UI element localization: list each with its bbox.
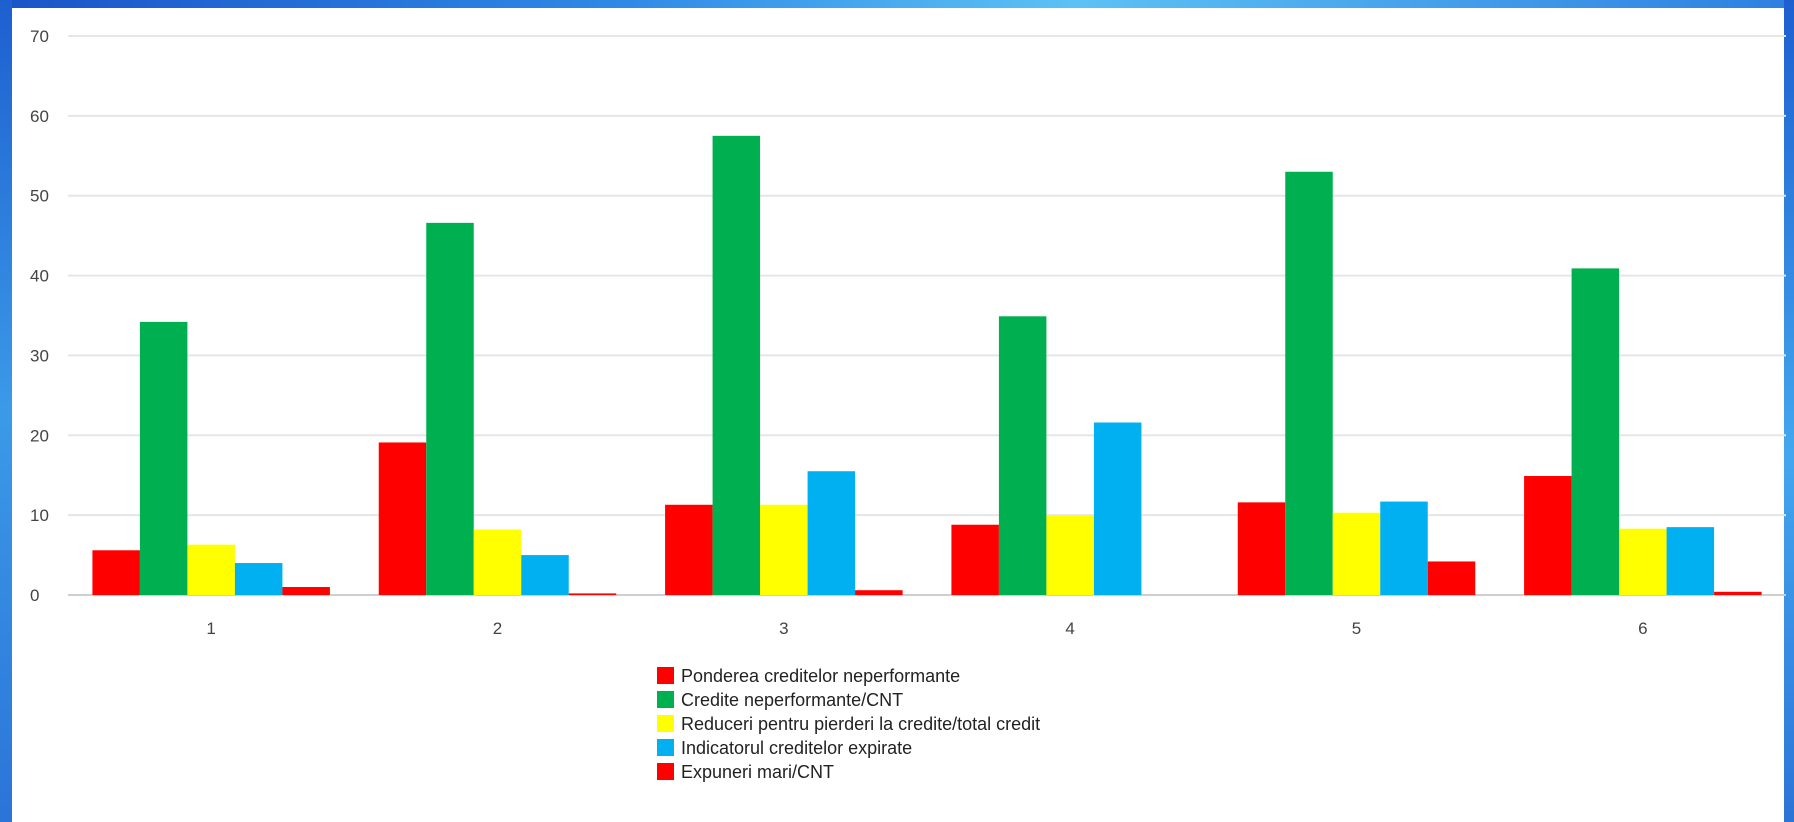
bar [998,316,1047,595]
bar [187,544,235,595]
frame-top-border [0,0,1794,8]
bar [521,555,569,595]
y-axis-ticks: 0 10 20 30 40 50 60 70 [30,27,49,605]
y-tick-label: 70 [30,27,49,46]
bar [1332,512,1381,595]
bar [712,135,761,596]
bar [282,587,330,595]
frame-left-border [0,0,12,822]
bar [139,321,188,595]
bar [1714,591,1762,595]
legend-label: Ponderea creditelor neperformante [681,666,960,686]
legend-label: Reduceri pentru pierderi la credite/tota… [681,714,1040,734]
bar [234,563,283,595]
bar [1524,476,1572,595]
bar [1093,422,1142,595]
bar [1427,561,1476,595]
x-tick-label: 3 [779,619,788,638]
bar [92,550,140,595]
legend-label: Credite neperformante/CNT [681,690,903,710]
x-tick-label: 4 [1065,619,1074,638]
bar [1571,268,1620,595]
bar [665,504,713,595]
x-tick-label: 1 [206,619,215,638]
bar [951,524,999,595]
bar [1046,515,1094,595]
bar [1237,502,1286,595]
legend-swatch [657,763,674,780]
y-tick-label: 50 [30,187,49,206]
bar [807,471,856,595]
bar [1285,171,1333,595]
x-axis-ticks: 1 2 3 4 5 6 [206,619,1647,638]
legend-swatch [657,715,674,732]
legend-label: Expuneri mari/CNT [681,762,834,782]
y-tick-label: 30 [30,346,49,365]
legend: Ponderea creditelor neperformante Credite… [657,666,1040,782]
x-tick-label: 2 [493,619,502,638]
bar [568,593,617,595]
bar [1666,527,1715,595]
y-tick-label: 20 [30,426,49,445]
x-tick-label: 5 [1352,619,1361,638]
y-tick-label: 10 [30,506,49,525]
y-tick-label: 60 [30,107,49,126]
bar [1380,501,1428,595]
y-tick-label: 40 [30,267,49,286]
legend-swatch [657,691,674,708]
gridlines [68,35,1786,596]
bar [378,442,427,595]
y-tick-label: 0 [30,586,39,605]
bar [1619,528,1667,595]
bar [855,590,903,595]
x-tick-label: 6 [1638,619,1647,638]
frame-right-border [1784,0,1794,822]
legend-label: Indicatorul creditelor expirate [681,738,912,758]
legend-swatch [657,739,674,756]
bars [92,135,1762,596]
bar [760,504,808,595]
bar [473,529,522,595]
bar [426,222,474,595]
legend-swatch [657,667,674,684]
